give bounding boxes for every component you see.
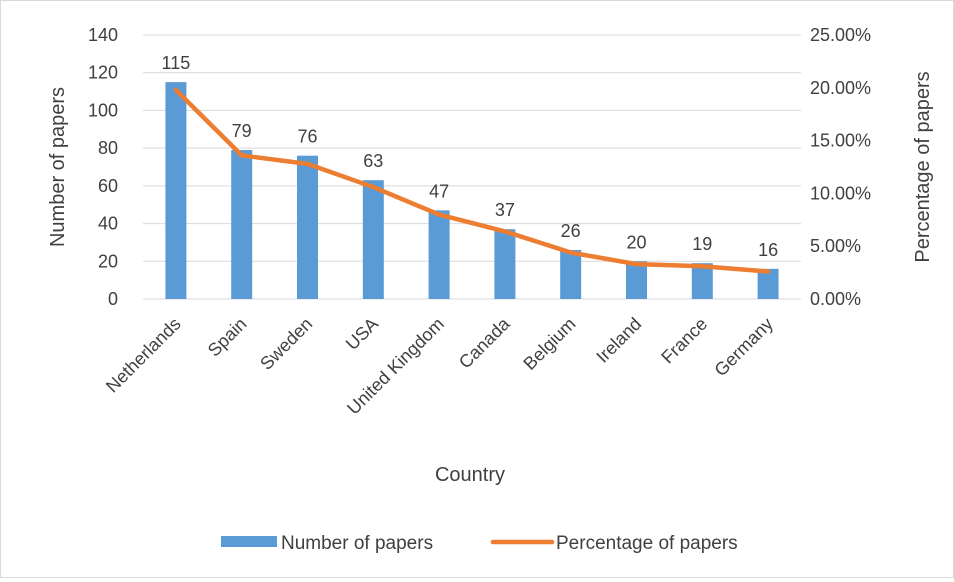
legend: Number of papers Percentage of papers: [221, 533, 738, 554]
bar: [165, 82, 186, 299]
x-tick-label: Netherlands: [102, 314, 185, 397]
bar-data-label: 79: [232, 121, 252, 141]
bar: [429, 210, 450, 299]
legend-bar-label: Number of papers: [281, 533, 433, 554]
x-axis-title: Country: [435, 464, 505, 486]
bar-data-label: 16: [758, 240, 778, 260]
left-axis: 0 20 40 60 80 100 120 140: [88, 25, 118, 309]
bar-data-label: 19: [692, 234, 712, 254]
bar-data-label: 63: [363, 151, 383, 171]
y-tick-label: 20: [98, 251, 118, 271]
y2-tick-label: 0.00%: [810, 289, 861, 309]
bar: [560, 250, 581, 299]
bar: [297, 156, 318, 299]
legend-line-label: Percentage of papers: [556, 533, 738, 554]
x-tick-label: Ireland: [592, 314, 645, 367]
bar: [231, 150, 252, 299]
right-axis: 0.00% 5.00% 10.00% 15.00% 20.00% 25.00%: [810, 25, 871, 309]
bar: [494, 229, 515, 299]
bar-data-label: 20: [626, 232, 646, 252]
x-tick-label: Germany: [710, 314, 776, 380]
bar: [626, 261, 647, 299]
bar-data-label: 47: [429, 181, 449, 201]
percentage-line: [176, 90, 768, 272]
x-tick-label: France: [657, 314, 711, 368]
y2-tick-label: 15.00%: [810, 131, 871, 151]
x-tick-label: Spain: [204, 314, 251, 361]
y2-tick-label: 10.00%: [810, 183, 871, 203]
bar-data-label: 76: [297, 127, 317, 147]
legend-bar-swatch: [221, 536, 277, 547]
line-series: [176, 90, 768, 272]
y-tick-label: 60: [98, 176, 118, 196]
y-tick-label: 0: [108, 289, 118, 309]
x-tick-label: Sweden: [256, 314, 316, 374]
bar-data-label: 37: [495, 200, 515, 220]
x-tick-label: Canada: [455, 313, 514, 372]
bar-data-label: 115: [162, 53, 191, 73]
y2-tick-label: 25.00%: [810, 25, 871, 45]
y-tick-label: 80: [98, 138, 118, 158]
y-tick-label: 100: [88, 100, 118, 120]
x-tick-label: Belgium: [519, 314, 579, 374]
y-tick-label: 140: [88, 25, 118, 45]
x-tick-label: USA: [342, 314, 382, 354]
y2-tick-label: 20.00%: [810, 78, 871, 98]
y-axis-title: Number of papers: [47, 87, 69, 247]
bar: [363, 180, 384, 299]
bar-data-label: 26: [561, 221, 581, 241]
y2-axis-title: Percentage of papers: [912, 71, 934, 262]
y-tick-label: 40: [98, 214, 118, 234]
y-tick-label: 120: [88, 63, 118, 83]
y2-tick-label: 5.00%: [810, 236, 861, 256]
